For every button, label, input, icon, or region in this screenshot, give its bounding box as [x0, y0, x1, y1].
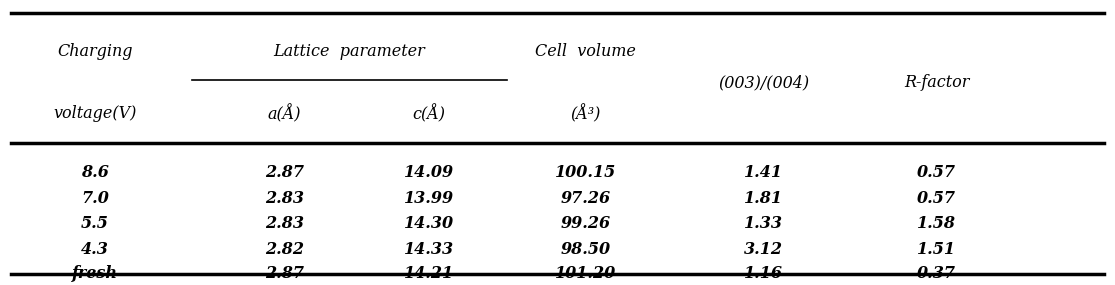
Text: 7.0: 7.0: [81, 190, 109, 207]
Text: 8.6: 8.6: [81, 164, 109, 181]
Text: (003)/(004): (003)/(004): [718, 74, 809, 91]
Text: 14.09: 14.09: [405, 164, 454, 181]
Text: 1.33: 1.33: [745, 215, 783, 232]
Text: 98.50: 98.50: [561, 241, 610, 258]
Text: 0.57: 0.57: [918, 164, 956, 181]
Text: 97.26: 97.26: [561, 190, 610, 207]
Text: 14.21: 14.21: [405, 265, 454, 282]
Text: 2.83: 2.83: [265, 190, 303, 207]
Text: 13.99: 13.99: [405, 190, 454, 207]
Text: (Å³): (Å³): [570, 105, 601, 123]
Text: 100.15: 100.15: [555, 164, 615, 181]
Text: Cell  volume: Cell volume: [535, 43, 636, 60]
Text: 5.5: 5.5: [81, 215, 109, 232]
Text: Charging: Charging: [57, 43, 133, 60]
Text: 2.87: 2.87: [265, 164, 303, 181]
Text: 0.37: 0.37: [918, 265, 956, 282]
Text: 0.57: 0.57: [918, 190, 956, 207]
Text: 2.83: 2.83: [265, 215, 303, 232]
Text: 101.20: 101.20: [555, 265, 615, 282]
Text: 2.87: 2.87: [265, 265, 303, 282]
Text: 1.81: 1.81: [745, 190, 783, 207]
Text: a(Å): a(Å): [268, 105, 301, 123]
Text: 1.41: 1.41: [745, 164, 783, 181]
Text: c(Å): c(Å): [413, 105, 446, 123]
Text: 2.82: 2.82: [265, 241, 303, 258]
Text: fresh: fresh: [71, 265, 118, 282]
Text: R-factor: R-factor: [904, 74, 969, 91]
Text: 1.58: 1.58: [918, 215, 956, 232]
Text: 1.51: 1.51: [918, 241, 956, 258]
Text: 14.30: 14.30: [405, 215, 454, 232]
Text: 14.33: 14.33: [405, 241, 454, 258]
Text: 1.16: 1.16: [745, 265, 783, 282]
Text: 4.3: 4.3: [81, 241, 109, 258]
Text: 3.12: 3.12: [745, 241, 783, 258]
Text: Lattice  parameter: Lattice parameter: [273, 43, 426, 60]
Text: voltage(V): voltage(V): [54, 105, 136, 123]
Text: 99.26: 99.26: [561, 215, 610, 232]
